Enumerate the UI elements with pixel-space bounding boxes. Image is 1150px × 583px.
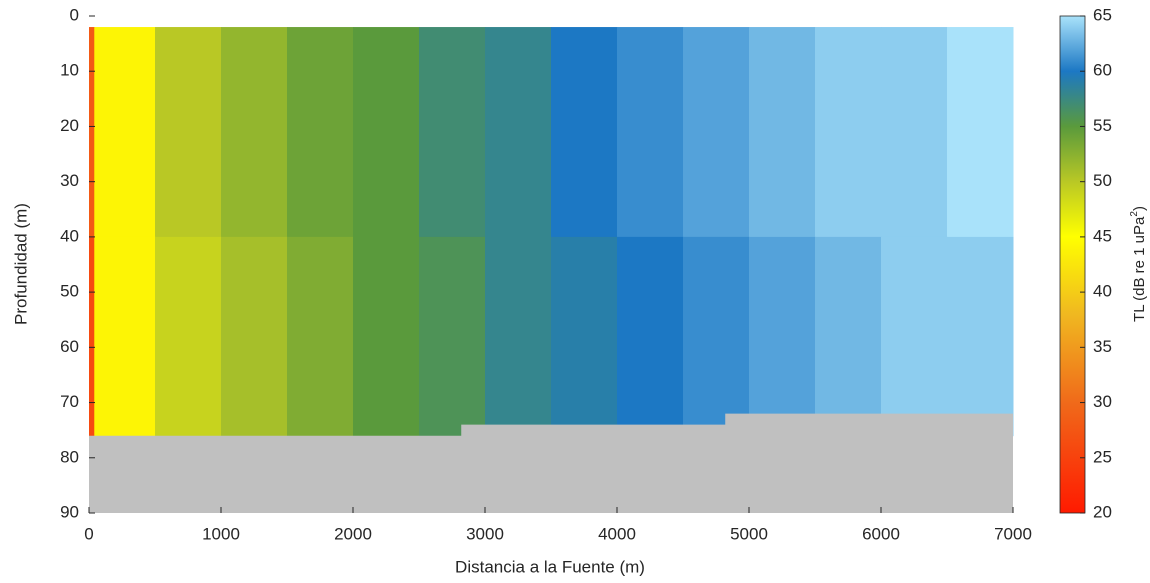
y-tick-label: 30 <box>60 171 79 190</box>
heatmap-cell <box>155 27 222 238</box>
heatmap-cell <box>89 236 95 437</box>
heatmap-cell <box>353 27 420 238</box>
heatmap-cell <box>221 236 288 437</box>
colorbar-tick-label: 45 <box>1093 226 1112 245</box>
y-tick-label: 50 <box>60 282 79 301</box>
x-tick-label: 5000 <box>730 524 768 543</box>
colorbar-tick-label: 55 <box>1093 116 1112 135</box>
colorbar-tick-label: 20 <box>1093 502 1112 521</box>
heatmap-cell <box>353 236 420 437</box>
x-tick-label: 6000 <box>862 524 900 543</box>
heatmap-cell <box>881 27 948 238</box>
y-tick-label: 0 <box>70 5 79 24</box>
heatmap-cell <box>419 236 486 437</box>
y-tick-label: 10 <box>60 61 79 80</box>
colorbar-tick-label: 35 <box>1093 337 1112 356</box>
heatmap-cell <box>881 236 948 437</box>
heatmap-cell <box>89 27 95 238</box>
y-tick-label: 60 <box>60 337 79 356</box>
colorbar-tick-label: 65 <box>1093 5 1112 24</box>
heatmap-cell <box>287 236 354 437</box>
heatmap-cell <box>551 236 618 437</box>
heatmap-cell <box>485 27 552 238</box>
y-tick-label: 90 <box>60 502 79 521</box>
heatmap-cell <box>155 236 222 437</box>
heatmap-cell <box>617 27 684 238</box>
heatmap-cell <box>617 236 684 437</box>
heatmap-cell <box>815 27 882 238</box>
colorbar-label: TL (dB re 1 uPa2) <box>1129 206 1148 322</box>
colorbar-tick-label: 25 <box>1093 447 1112 466</box>
x-tick-label: 7000 <box>994 524 1032 543</box>
heatmap-cell <box>221 27 288 238</box>
heatmap-cell <box>947 236 1014 437</box>
x-tick-label: 2000 <box>334 524 372 543</box>
colorbar-tick-label: 30 <box>1093 392 1112 411</box>
colorbar-tick-label: 50 <box>1093 171 1112 190</box>
colorbar-label-end: ) <box>1131 206 1148 211</box>
heatmap-cell <box>94 236 156 437</box>
y-tick-label: 70 <box>60 392 79 411</box>
y-tick-label: 40 <box>60 226 79 245</box>
heatmap-cell <box>683 27 750 238</box>
x-tick-label: 1000 <box>202 524 240 543</box>
x-axis-label: Distancia a la Fuente (m) <box>455 557 645 576</box>
heatmap-cell <box>815 236 882 437</box>
seafloor <box>89 413 1013 513</box>
heatmap-cell <box>287 27 354 238</box>
heatmap-cell <box>749 236 816 437</box>
heatmap-cell <box>683 236 750 437</box>
colorbar-label-sup: 2 <box>1129 211 1140 217</box>
heatmap-cell <box>485 236 552 437</box>
heatmap-cell <box>749 27 816 238</box>
colorbar-tick-label: 40 <box>1093 282 1112 301</box>
x-tick-label: 3000 <box>466 524 504 543</box>
y-axis-label: Profundidad (m) <box>11 203 30 325</box>
y-tick-label: 80 <box>60 447 79 466</box>
heatmap-cell <box>551 27 618 238</box>
heatmap-cell <box>419 27 486 238</box>
heatmap-cell <box>947 27 1014 238</box>
x-tick-label: 4000 <box>598 524 636 543</box>
heatmap-cell <box>94 27 156 238</box>
colorbar-label-text: TL (dB re 1 uPa <box>1131 216 1148 322</box>
x-tick-label: 0 <box>84 524 93 543</box>
y-tick-label: 20 <box>60 116 79 135</box>
colorbar-tick-label: 60 <box>1093 61 1112 80</box>
colorbar <box>1059 15 1086 514</box>
